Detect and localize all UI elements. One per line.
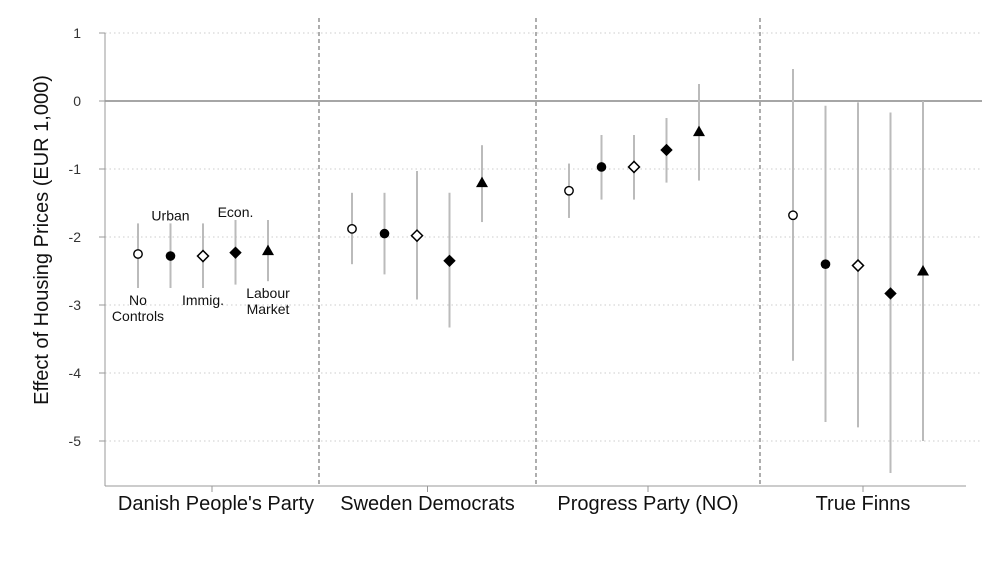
marker-filled-triangle <box>476 176 488 188</box>
marker-filled-diamond <box>443 254 456 267</box>
marker-filled-circle <box>379 228 390 239</box>
spec-annotation: Controls <box>112 308 164 324</box>
group-label: Danish People's Party <box>118 493 314 515</box>
y-tick-label: -3 <box>69 297 82 313</box>
spec-annotation: Immig. <box>182 292 224 308</box>
marker-hollow-diamond <box>851 258 865 273</box>
y-tick-label: -4 <box>69 365 82 381</box>
gridlines <box>105 32 982 442</box>
group-label: Progress Party (NO) <box>557 493 738 515</box>
spec-annotation: Market <box>247 301 290 317</box>
y-tick-label: -5 <box>69 433 82 449</box>
group-label: Sweden Democrats <box>340 493 515 515</box>
marker-filled-circle <box>165 251 176 261</box>
marker-hollow-circle <box>564 185 574 196</box>
marker-filled-triangle <box>262 244 274 256</box>
axes <box>99 18 982 492</box>
marker-filled-diamond <box>229 246 242 259</box>
spec-annotation: Labour <box>246 285 290 301</box>
y-tick-label: -1 <box>69 161 82 177</box>
marker-filled-diamond <box>884 287 897 300</box>
marker-hollow-circle <box>347 223 357 234</box>
confidence-intervals <box>137 69 924 473</box>
y-axis-title: Effect of Housing Prices (EUR 1,000) <box>31 75 53 405</box>
group-label: True Finns <box>816 493 911 515</box>
marker-hollow-diamond <box>196 249 210 263</box>
marker-filled-triangle <box>693 125 705 137</box>
marker-hollow-circle <box>133 249 143 259</box>
marker-hollow-circle <box>788 210 798 221</box>
point-estimates <box>133 125 929 300</box>
spec-annotation: No <box>129 292 147 308</box>
spec-annotation: Econ. <box>218 204 254 220</box>
y-tick-label: 1 <box>73 25 81 41</box>
y-tick-label: 0 <box>73 93 81 109</box>
spec-annotation: Urban <box>151 207 189 223</box>
marker-hollow-diamond <box>410 229 424 243</box>
labels: 1 0 -1 -2 -3 -4 -5 Danish People's Party Sweden … <box>31 25 910 515</box>
marker-filled-diamond <box>660 143 673 157</box>
marker-hollow-diamond <box>627 160 641 174</box>
marker-filled-triangle <box>917 265 929 276</box>
y-tick-label: -2 <box>69 229 82 245</box>
marker-filled-circle <box>820 259 831 270</box>
marker-filled-circle <box>596 162 607 172</box>
